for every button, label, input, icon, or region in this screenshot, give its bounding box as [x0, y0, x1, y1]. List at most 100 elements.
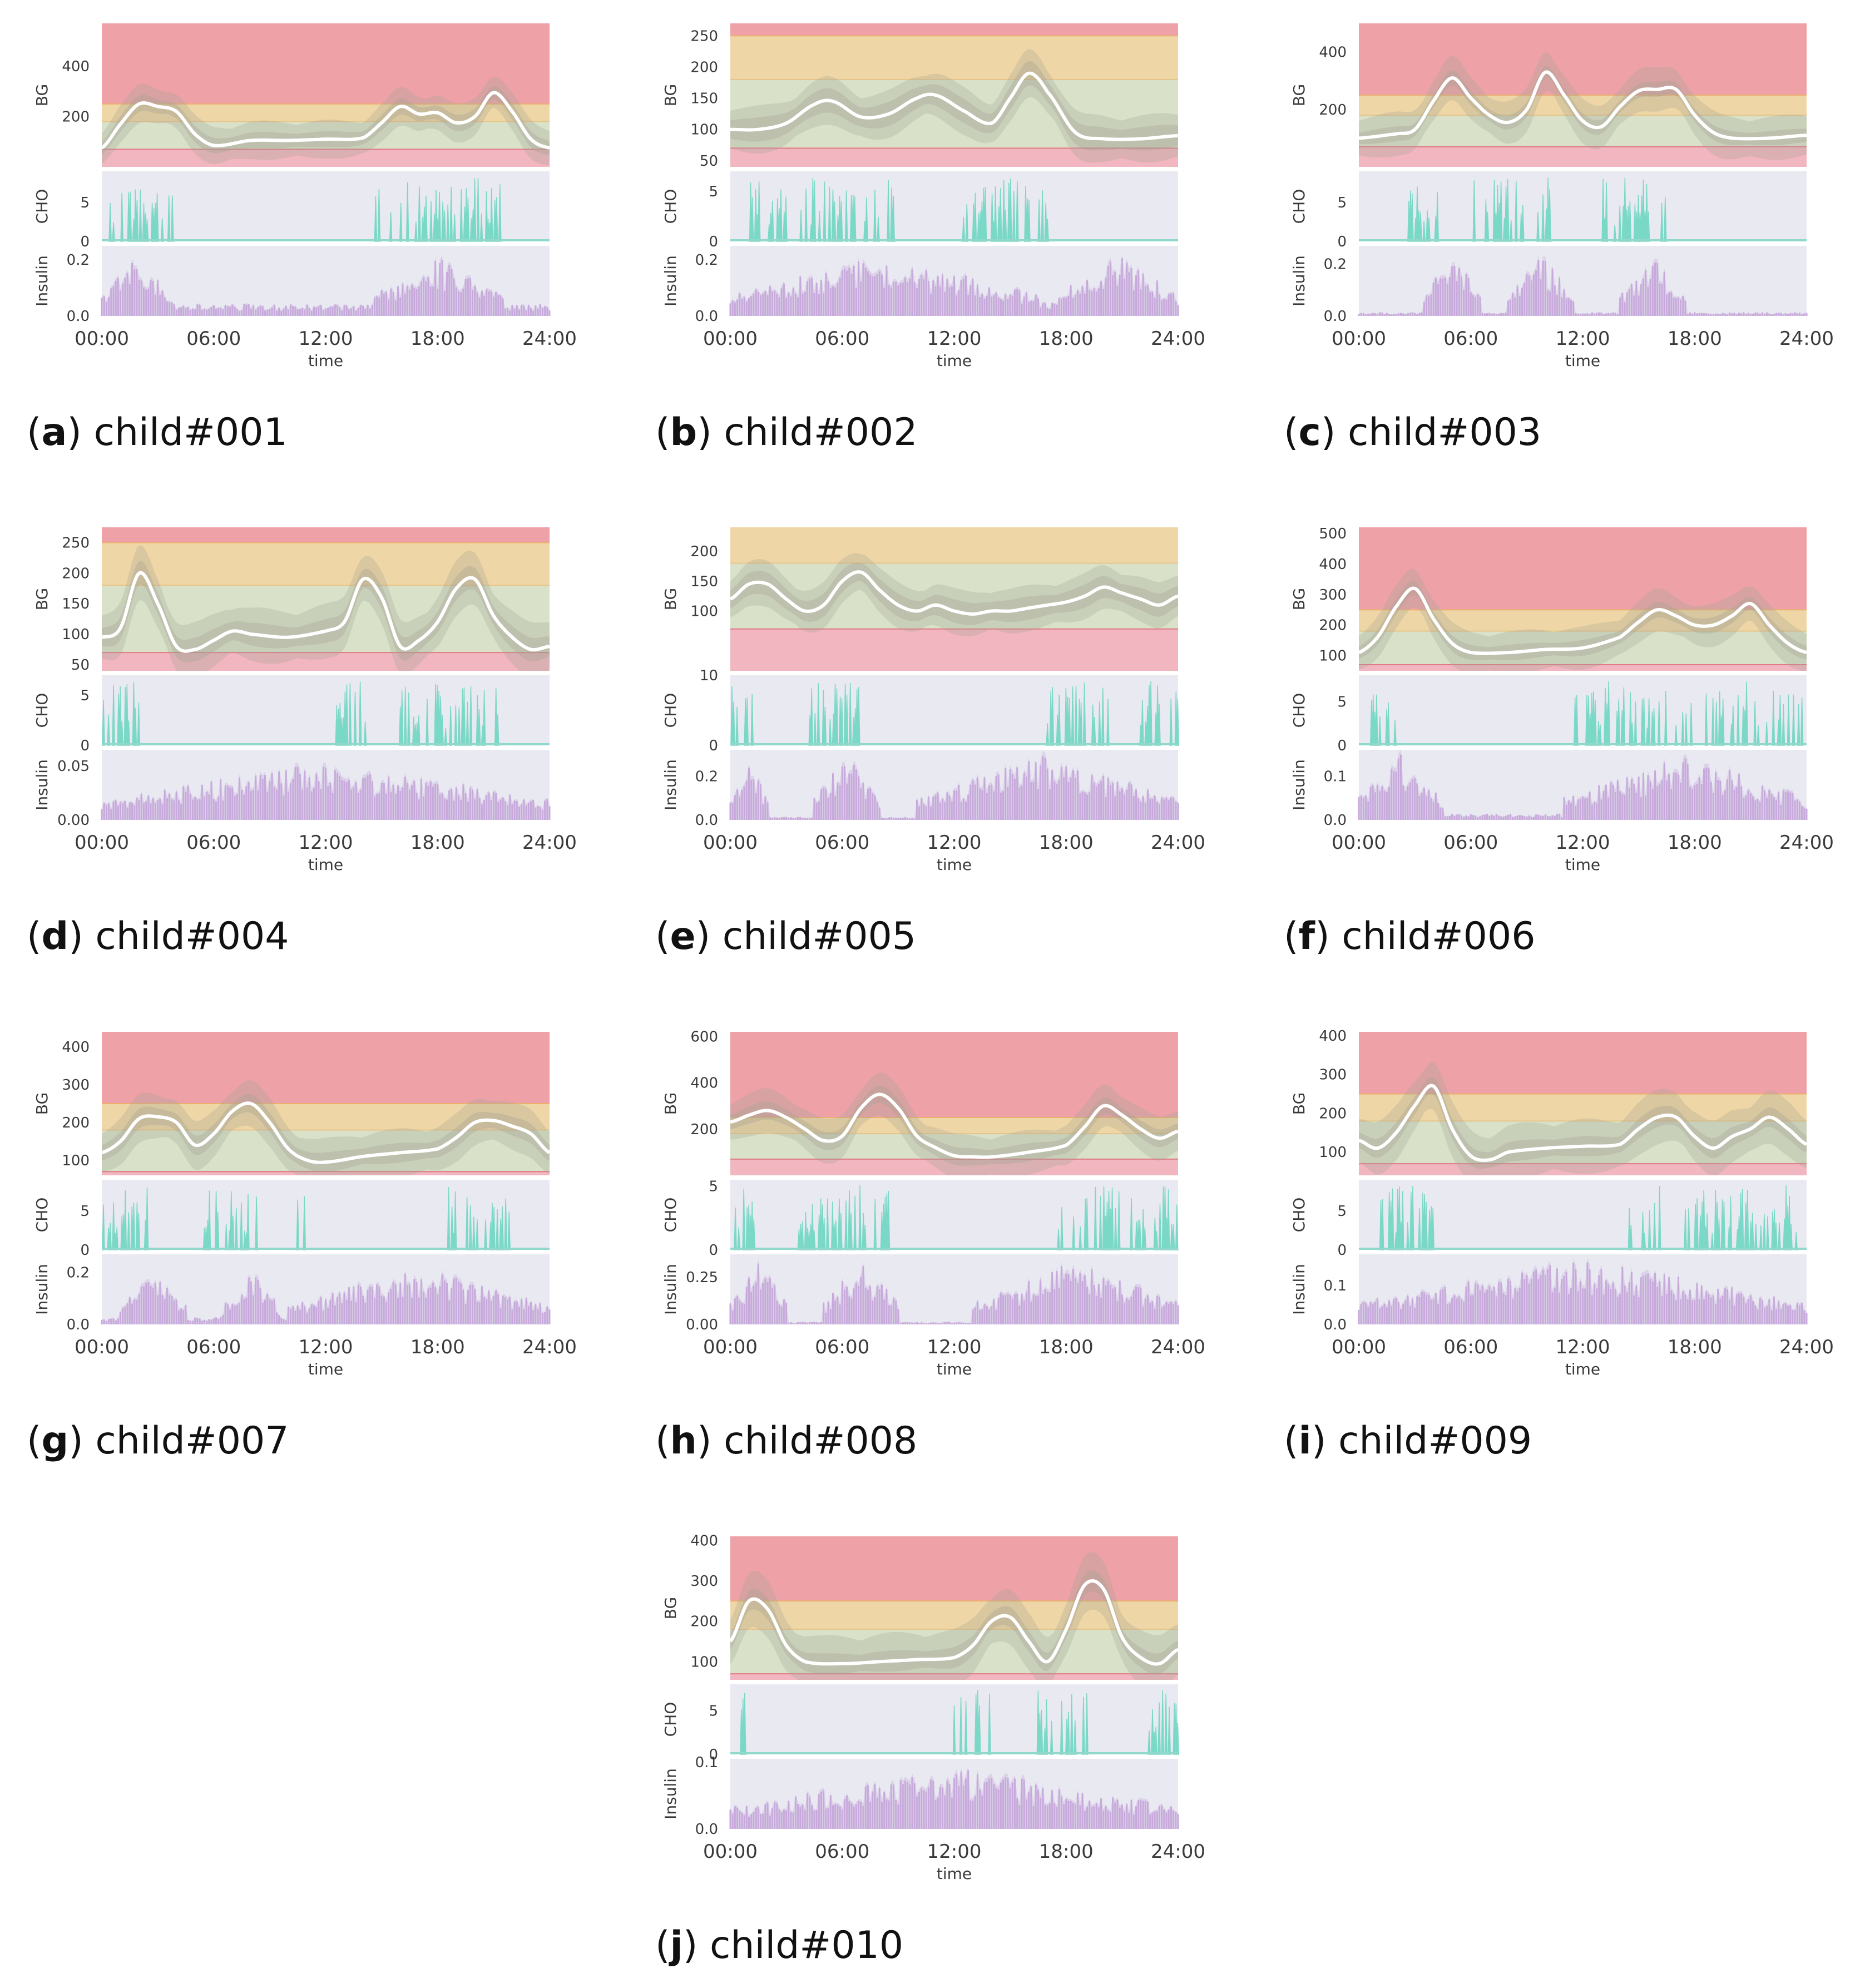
- cho-meal-spikes: [734, 1185, 1179, 1250]
- time-tick-label: 12:00: [927, 328, 982, 350]
- cho-meal-spikes: [730, 681, 1180, 746]
- zone-hypo: [1359, 1164, 1807, 1175]
- insulin-delivery-bars: [101, 766, 551, 820]
- bg-y-tick-label: 200: [1319, 617, 1347, 634]
- insulin-y-axis-label: Insulin: [661, 1264, 680, 1315]
- cho-y-tick-label: 0: [709, 1242, 718, 1259]
- cho-y-tick-label: 0: [709, 1747, 718, 1763]
- time-tick-label: 00:00: [75, 832, 129, 854]
- cho-y-tick-label: 5: [709, 1178, 718, 1195]
- bg-y-tick-label: 200: [62, 1115, 90, 1131]
- cho-panel: 0 5 CHO: [661, 171, 1178, 250]
- cho-meal-spikes: [749, 177, 1049, 242]
- cho-panel-background: [1359, 675, 1807, 745]
- bg-panel: 50 100 150 200 250 BG: [661, 23, 1179, 170]
- bg-inner-band: [730, 1570, 1178, 1675]
- subfigure-caption: (h) child#008: [655, 1419, 917, 1463]
- bg-outer-band: [730, 553, 1178, 637]
- insulin-y-axis-label: Insulin: [1290, 759, 1308, 810]
- bg-y-tick-label: 100: [1319, 648, 1347, 665]
- time-axis: 00:00 06:00 12:00 18:00 24:00 time: [1332, 832, 1834, 874]
- insulin-y-tick-label: 0.2: [67, 1265, 90, 1282]
- bg-panel: 100 150 200 BG: [661, 527, 1179, 671]
- time-tick-label: 12:00: [299, 328, 353, 350]
- subfigure-caption: (d) child#004: [27, 914, 289, 958]
- cho-y-tick-label: 5: [709, 184, 718, 200]
- bg-inner-band: [102, 561, 550, 662]
- bg-y-tick-label: 300: [1319, 1067, 1347, 1084]
- caption-letter: i: [1299, 1419, 1312, 1463]
- bg-y-tick-label: 400: [690, 1532, 718, 1549]
- caption-open-paren: (: [655, 1923, 670, 1967]
- cho-y-tick-label: 0: [1337, 1242, 1347, 1259]
- time-tick-label: 06:00: [1443, 1336, 1498, 1358]
- insulin-panel: 0.0 0.1 Insulin: [661, 1754, 1179, 1838]
- zone-hyper-severe: [102, 1032, 550, 1104]
- cho-meal-spikes: [1407, 177, 1667, 242]
- time-tick-label: 00:00: [703, 328, 758, 350]
- bg-y-tick-label: 400: [1319, 556, 1347, 573]
- time-tick-label: 00:00: [1332, 328, 1386, 350]
- time-tick-label: 06:00: [186, 1336, 241, 1358]
- zone-hyper: [1359, 1094, 1807, 1121]
- cho-y-tick-label: 10: [700, 667, 718, 684]
- cho-y-axis-label: CHO: [661, 1702, 680, 1737]
- cho-panel: 0 10 CHO: [661, 667, 1180, 754]
- time-tick-label: 12:00: [927, 832, 982, 854]
- cho-y-tick-label: 0: [80, 738, 90, 754]
- insulin-y-axis-label: Insulin: [1290, 1264, 1308, 1315]
- time-tick-label: 12:00: [1556, 1336, 1610, 1358]
- bg-mean-line: [1358, 70, 1807, 141]
- cho-y-tick-label: 0: [709, 234, 718, 250]
- time-axis-label: time: [937, 352, 972, 370]
- zone-target: [730, 79, 1178, 149]
- caption-open-paren: (: [27, 1419, 42, 1463]
- subfigure-g: 100 200 300 400 BG 0 5 CHO 0.0 0.2 Insulin 00:00 06:…: [27, 1032, 577, 1463]
- subfigure-caption: (e) child#005: [655, 914, 916, 958]
- subfigure-a: 200 400 BG 0 5 CHO 0.0 0.2 Insulin 00:00 06:00 12:0…: [27, 23, 577, 454]
- cho-meal-spikes: [102, 1186, 511, 1250]
- time-axis: 00:00 06:00 12:00 18:00 24:00 time: [1332, 328, 1834, 370]
- bg-y-axis-label: BG: [1290, 1092, 1308, 1115]
- bg-inner-band: [730, 562, 1178, 625]
- cho-y-axis-label: CHO: [1290, 189, 1308, 224]
- time-tick-label: 24:00: [1779, 1336, 1834, 1358]
- subfigure-caption: (f) child#006: [1284, 914, 1535, 958]
- bg-y-tick-label: 400: [1319, 44, 1347, 61]
- bg-panel: 100 200 300 400 BG: [33, 1032, 551, 1175]
- time-axis-label: time: [1565, 352, 1600, 370]
- subfigure-d: 50 100 150 200 250 BG 0 5 CHO 0.00 0.05 Insulin 00:0…: [27, 527, 577, 958]
- time-tick-label: 00:00: [75, 1336, 129, 1358]
- cho-y-axis-label: CHO: [661, 1198, 680, 1233]
- time-axis: 00:00 06:00 12:00 18:00 24:00 time: [75, 1336, 577, 1378]
- time-tick-label: 06:00: [186, 328, 241, 350]
- bg-y-tick-label: 400: [62, 1039, 90, 1056]
- subfigure-caption: (j) child#010: [655, 1923, 903, 1967]
- caption-text: ) child#007: [68, 1419, 289, 1463]
- time-tick-label: 24:00: [1779, 328, 1834, 350]
- time-tick-label: 18:00: [410, 328, 465, 350]
- caption-text: ) child#004: [68, 914, 289, 958]
- bg-y-tick-label: 50: [700, 153, 718, 170]
- subfigure-e: 100 150 200 BG 0 10 CHO 0.0 0.2 Insulin 00:00 06:00…: [655, 527, 1205, 958]
- subfigure-caption: (i) child#009: [1284, 1419, 1532, 1463]
- time-tick-label: 06:00: [815, 1841, 869, 1863]
- insulin-panel: 0.0 0.2 Insulin: [661, 750, 1179, 829]
- time-tick-label: 18:00: [410, 1336, 465, 1358]
- bg-y-tick-label: 300: [62, 1077, 90, 1094]
- bg-y-tick-label: 300: [1319, 587, 1347, 604]
- bg-y-tick-label: 250: [690, 28, 718, 44]
- caption-open-paren: (: [27, 914, 42, 958]
- time-tick-label: 06:00: [815, 1336, 869, 1358]
- zone-target: [102, 121, 550, 150]
- zone-hypo: [730, 148, 1178, 167]
- time-axis: 00:00 06:00 12:00 18:00 24:00 time: [703, 1336, 1205, 1378]
- time-tick-label: 12:00: [927, 1841, 982, 1863]
- caption-open-paren: (: [655, 914, 670, 958]
- time-tick-label: 00:00: [703, 832, 758, 854]
- insulin-y-tick-label: 0.0: [1324, 308, 1347, 325]
- cho-panel: 0 5 CHO: [33, 675, 550, 754]
- insulin-y-axis-label: Insulin: [33, 1264, 51, 1315]
- bg-panel: 200 400 600 BG: [661, 1028, 1179, 1175]
